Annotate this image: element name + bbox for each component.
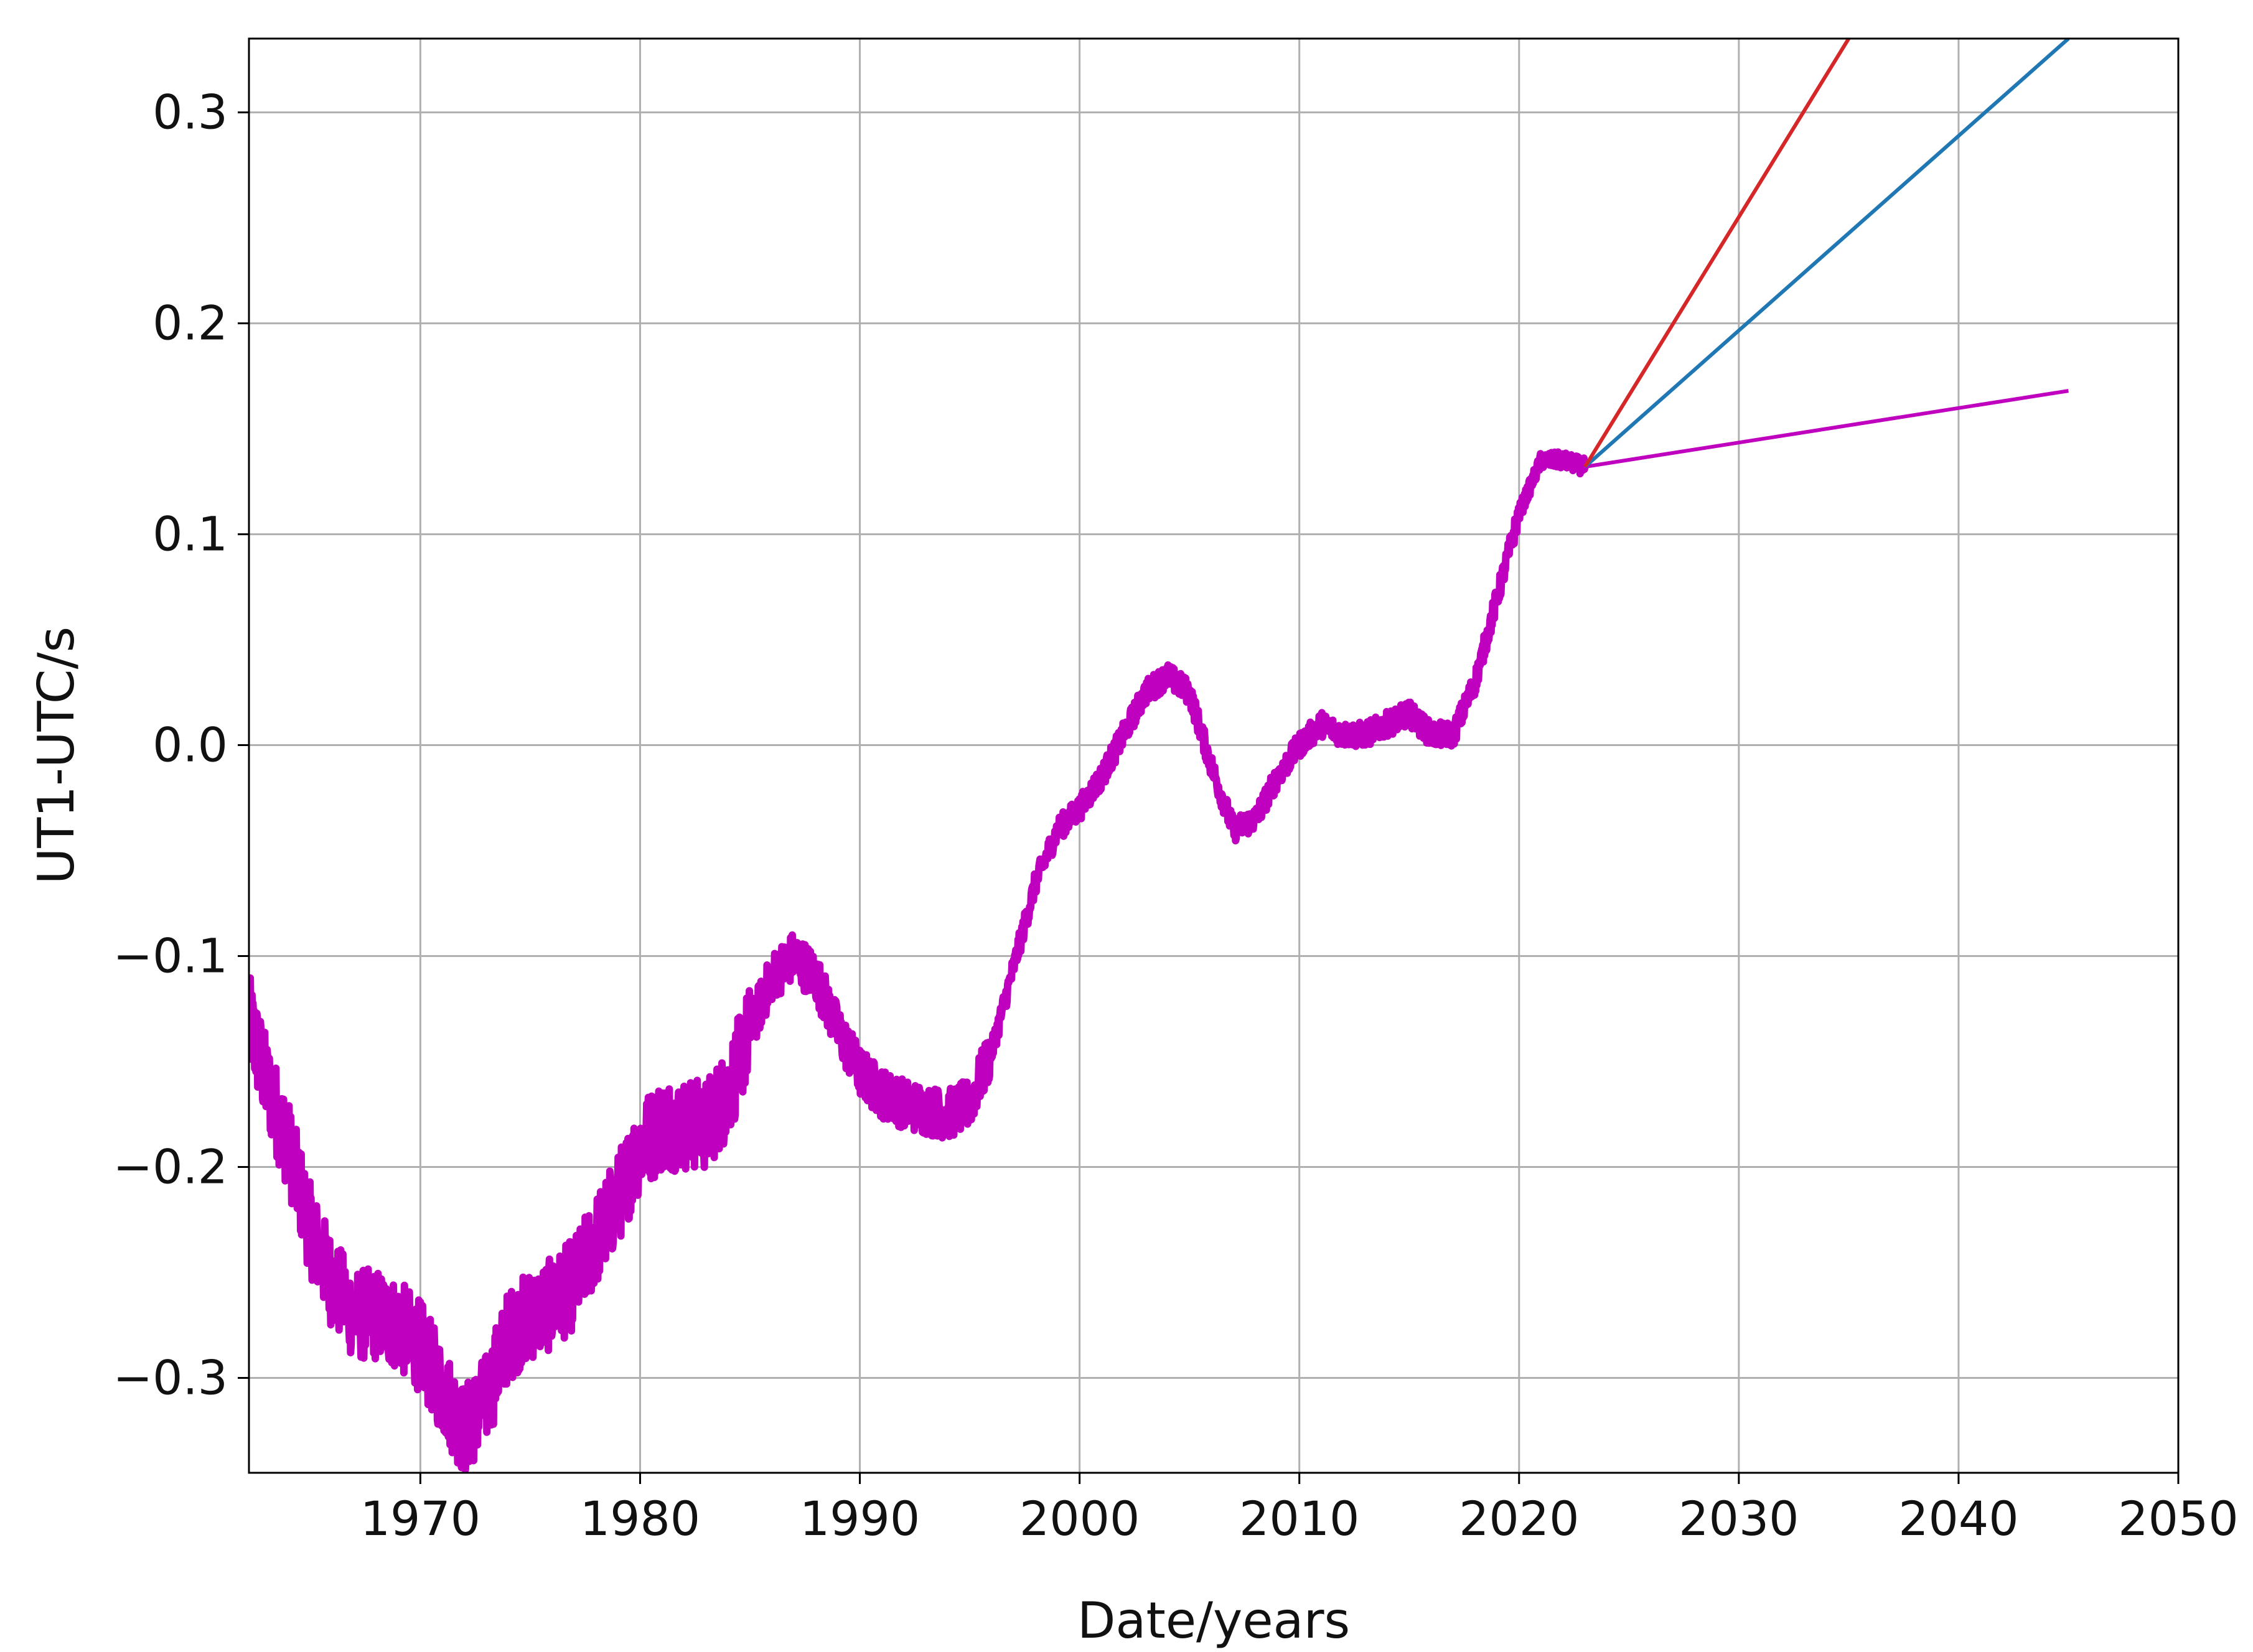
y-tick-label: 0.1: [152, 506, 228, 562]
y-tick-label: 0.2: [152, 296, 228, 351]
plot-frame: [248, 37, 2180, 1474]
x-tick-label: 1980: [580, 1491, 700, 1546]
y-tick-label: 0.0: [152, 717, 228, 773]
series-projection-line-1: [1585, 389, 2069, 469]
y-tick-label: −0.3: [113, 1350, 228, 1405]
x-tick-label: 2000: [1019, 1491, 1140, 1546]
x-tick-label: 1990: [800, 1491, 920, 1546]
y-tick-label: −0.1: [113, 928, 228, 984]
x-axis-label: Date/years: [1077, 1592, 1350, 1650]
x-tick-label: 2050: [2118, 1491, 2238, 1546]
grid: [249, 39, 2178, 1473]
x-tick-label: 2030: [1679, 1491, 1799, 1546]
series-projection-line-2: [1583, 39, 2070, 469]
y-tick-label: −0.2: [113, 1139, 228, 1194]
x-tick-label: 2040: [1898, 1491, 2018, 1546]
x-tick-label: 2010: [1239, 1491, 1359, 1546]
y-tick-label: 0.3: [152, 85, 228, 140]
x-tick-label: 2020: [1459, 1491, 1579, 1546]
ticks: 1970 1980 1990 2000 2010 2020 2030 2040 2050 −0.3…: [113, 85, 2238, 1546]
y-axis-label: UT1-UTC/s: [27, 627, 85, 884]
series-observed-line: [249, 448, 1589, 1473]
x-tick-label: 1970: [360, 1491, 480, 1546]
series-group: [249, 39, 2070, 1473]
series-projection-line-3: [1583, 39, 1850, 468]
